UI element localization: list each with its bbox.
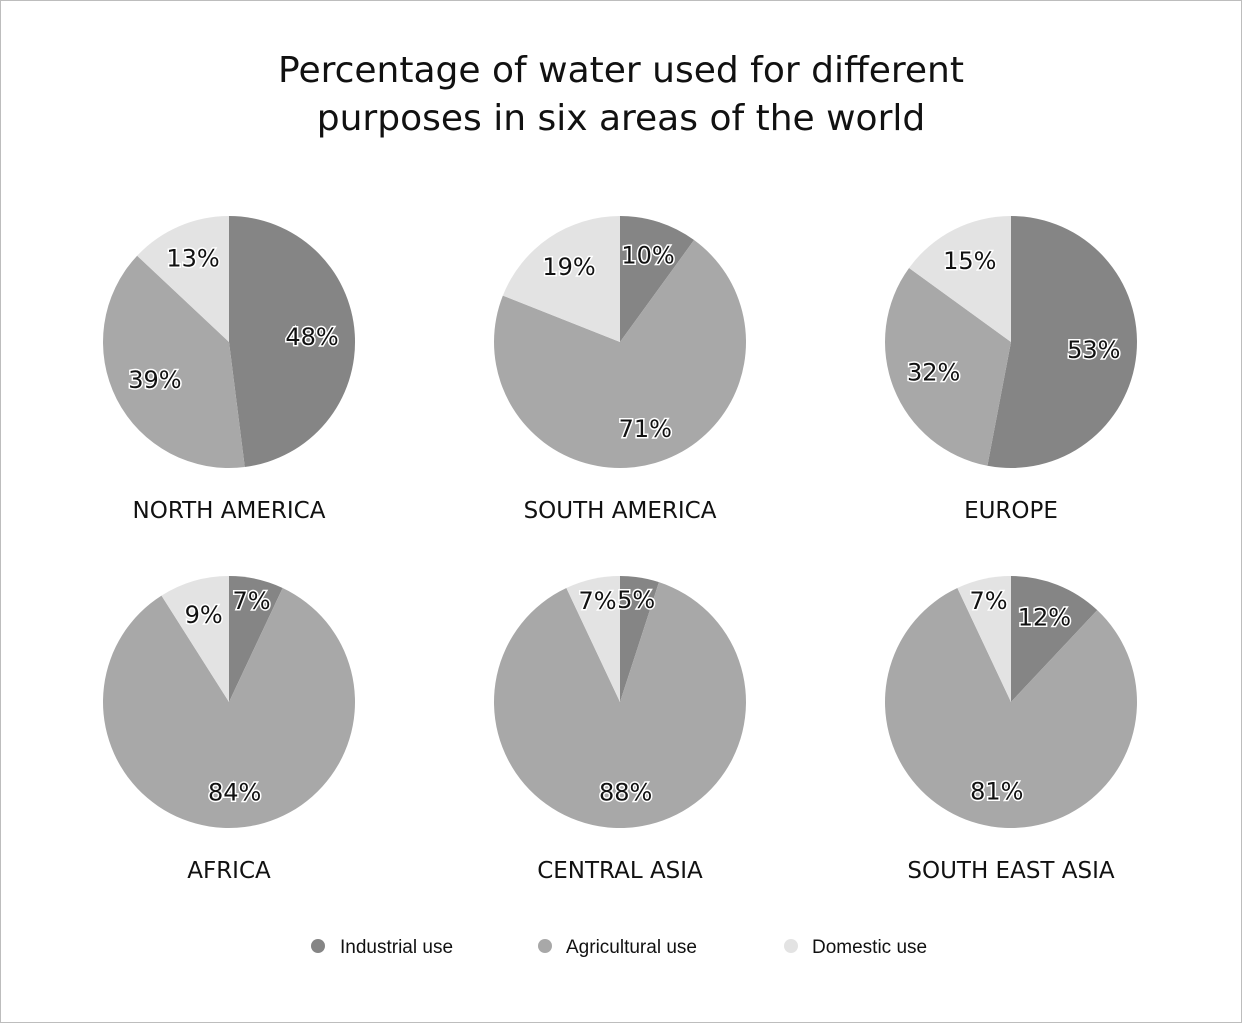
legend-item-domestic: Domestic use (784, 937, 927, 958)
slice-agricultural (493, 582, 746, 829)
pie-name: EUROPE (964, 498, 1058, 524)
slice-industrial (620, 576, 659, 702)
legend-swatch-domestic (784, 939, 798, 953)
slice-industrial (229, 215, 356, 468)
legend-item-industrial: Industrial use (311, 937, 453, 958)
slice-label-domestic: 13% (166, 245, 219, 273)
slice-label-agricultural: 39% (128, 366, 181, 394)
slice-label-domestic: 9% (185, 601, 223, 629)
slice-label-industrial: 5% (617, 586, 655, 614)
slice-label-industrial: 53% (1067, 336, 1120, 364)
slice-label-domestic: 15% (943, 247, 996, 275)
chart-title-line-1: Percentage of water used for different (278, 50, 964, 91)
slice-industrial (987, 216, 1137, 468)
pie-central-asia: 5% 88% 7% CENTRAL ASIA (493, 576, 746, 884)
pie-africa: 7% 84% 9% AFRICA (103, 576, 356, 884)
slice-domestic (161, 576, 229, 702)
slice-industrial (620, 216, 695, 342)
slice-label-agricultural: 32% (907, 359, 960, 387)
pie-north-america: 48% 39% 13% NORTH AMERICA (102, 215, 356, 524)
legend-label-industrial: Industrial use (340, 937, 453, 958)
legend-swatch-agricultural (538, 939, 552, 953)
slice-domestic (502, 216, 620, 342)
slice-label-agricultural: 88% (599, 779, 652, 807)
slice-label-industrial: 12% (1018, 604, 1071, 632)
slice-domestic (137, 216, 229, 342)
slice-agricultural (884, 587, 1137, 828)
slice-domestic (957, 576, 1011, 702)
slice-agricultural (102, 255, 245, 469)
slice-industrial (229, 576, 283, 702)
slice-label-domestic: 19% (542, 253, 595, 281)
chart-title-line-2: purposes in six areas of the world (316, 98, 926, 139)
pie-name: SOUTH AMERICA (524, 498, 717, 524)
pie-name: CENTRAL ASIA (537, 858, 703, 884)
slice-label-industrial: 7% (232, 587, 270, 615)
slice-agricultural (494, 240, 747, 468)
legend: Industrial use Agricultural use Domestic u… (311, 937, 927, 958)
slice-label-agricultural: 81% (970, 778, 1023, 806)
slice-industrial (1011, 576, 1098, 702)
slice-label-domestic: 7% (578, 587, 616, 615)
slice-agricultural (103, 587, 356, 828)
slice-label-industrial: 48% (285, 323, 338, 351)
legend-swatch-industrial (311, 939, 325, 953)
pie-name: AFRICA (187, 858, 271, 884)
pie-south-america: 10% 71% 19% SOUTH AMERICA (494, 216, 747, 524)
slice-label-domestic: 7% (969, 587, 1007, 615)
pie-name: SOUTH EAST ASIA (907, 858, 1115, 884)
slice-label-industrial: 10% (621, 242, 674, 270)
pie-south-east-asia: 12% 81% 7% SOUTH EAST ASIA (884, 576, 1137, 884)
slice-domestic (566, 576, 620, 702)
slice-domestic (909, 215, 1011, 342)
legend-label-agricultural: Agricultural use (566, 937, 697, 958)
pie-name: NORTH AMERICA (133, 498, 326, 524)
legend-label-domestic: Domestic use (812, 937, 927, 958)
pie-europe: 53% 32% 15% EUROPE (884, 215, 1137, 524)
slice-label-agricultural: 71% (619, 415, 672, 443)
slice-label-agricultural: 84% (208, 779, 261, 807)
legend-item-agricultural: Agricultural use (538, 937, 697, 958)
slice-agricultural (884, 267, 1011, 466)
